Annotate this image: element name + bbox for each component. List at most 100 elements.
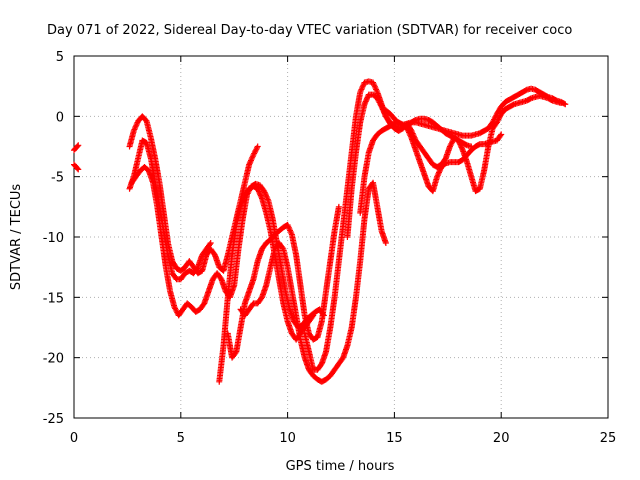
x-tick-label: 25 — [600, 431, 617, 446]
data-point — [562, 101, 569, 108]
data-point — [404, 126, 411, 133]
y-axis-label: SDTVAR / TECUs — [9, 184, 24, 291]
data-point — [258, 194, 265, 201]
data-point — [206, 241, 213, 248]
data-point — [370, 79, 377, 86]
data-point — [288, 230, 295, 237]
data-point — [379, 105, 386, 112]
data-point — [561, 100, 568, 107]
data-point — [246, 160, 253, 167]
data-point — [468, 143, 475, 150]
data-point — [437, 166, 444, 173]
data-point — [284, 221, 291, 228]
data-point — [257, 192, 264, 199]
data-point — [406, 129, 413, 136]
data-point — [246, 161, 253, 168]
axis-ticks: 0 5 10 15 20 25 -25 -20 -15 -10 -5 0 5 — [43, 50, 617, 446]
data-point — [458, 144, 465, 151]
data-point — [249, 154, 256, 161]
y-tick-label: -15 — [43, 291, 64, 306]
data-point — [261, 188, 268, 195]
data-point — [286, 226, 293, 233]
data-point — [285, 224, 292, 231]
data-point — [131, 126, 138, 133]
data-point — [309, 313, 316, 320]
data-point — [364, 94, 371, 101]
data-point — [434, 173, 441, 180]
data-point — [255, 188, 262, 195]
series-track-a — [71, 142, 82, 154]
data-point — [249, 153, 256, 160]
data-point — [405, 128, 412, 135]
data-point — [133, 122, 140, 129]
data-point — [459, 145, 466, 152]
y-tick-label: -10 — [43, 231, 64, 246]
data-point — [435, 169, 442, 176]
series-track-d — [126, 137, 214, 283]
data-point — [371, 83, 378, 90]
y-tick-label: -5 — [51, 171, 64, 186]
data-point — [254, 185, 261, 192]
data-point — [256, 189, 263, 196]
data-point — [75, 142, 82, 149]
data-point — [74, 165, 81, 172]
series-track-g — [224, 203, 342, 361]
x-tick-label: 20 — [493, 431, 510, 446]
data-point — [362, 99, 369, 106]
data-point — [257, 191, 264, 198]
data-point — [370, 80, 377, 87]
data-point — [360, 82, 367, 89]
y-tick-label: -25 — [43, 412, 64, 427]
data-point — [132, 125, 139, 132]
data-point — [262, 192, 269, 199]
chart-title: Day 071 of 2022, Sidereal Day-to-day VTE… — [47, 23, 572, 38]
data-point — [359, 85, 366, 92]
data-point — [373, 87, 380, 94]
x-tick-label: 10 — [279, 431, 296, 446]
data-point — [287, 227, 294, 234]
x-axis-label: GPS time / hours — [286, 459, 395, 474]
data-point — [255, 187, 262, 194]
data-point — [133, 120, 140, 127]
data-point — [361, 101, 368, 108]
data-point — [379, 106, 386, 113]
x-tick-label: 0 — [70, 431, 78, 446]
data-point — [378, 103, 385, 110]
data-point — [406, 130, 413, 137]
data-point — [248, 156, 255, 163]
data-point — [264, 195, 271, 202]
data-point — [558, 100, 565, 107]
data-point — [74, 143, 81, 150]
series-track-j — [344, 91, 565, 240]
data-point — [358, 86, 365, 93]
data-point — [357, 89, 364, 96]
data-point — [254, 143, 261, 150]
data-point — [132, 123, 139, 130]
data-point — [407, 132, 414, 139]
data-point — [287, 228, 294, 235]
data-point — [373, 86, 380, 93]
data-point — [363, 97, 370, 104]
data-point — [232, 349, 239, 356]
data-point — [75, 166, 82, 173]
y-tick-label: 5 — [56, 50, 64, 65]
series-track-h — [237, 179, 389, 385]
data-point — [263, 193, 270, 200]
data-point — [262, 190, 269, 197]
data-point — [207, 240, 214, 247]
x-tick-label: 15 — [386, 431, 403, 446]
data-point — [371, 82, 378, 89]
data-point — [362, 98, 369, 105]
series-track-l — [382, 107, 475, 150]
data-point — [363, 95, 370, 102]
data-point — [247, 158, 254, 165]
data-point — [130, 127, 137, 134]
data-point — [310, 312, 317, 319]
x-tick-label: 5 — [177, 431, 185, 446]
data-point — [435, 170, 442, 177]
data-point — [434, 172, 441, 179]
data-point — [357, 87, 364, 94]
data-point — [279, 244, 286, 251]
series-track-b — [71, 161, 82, 173]
